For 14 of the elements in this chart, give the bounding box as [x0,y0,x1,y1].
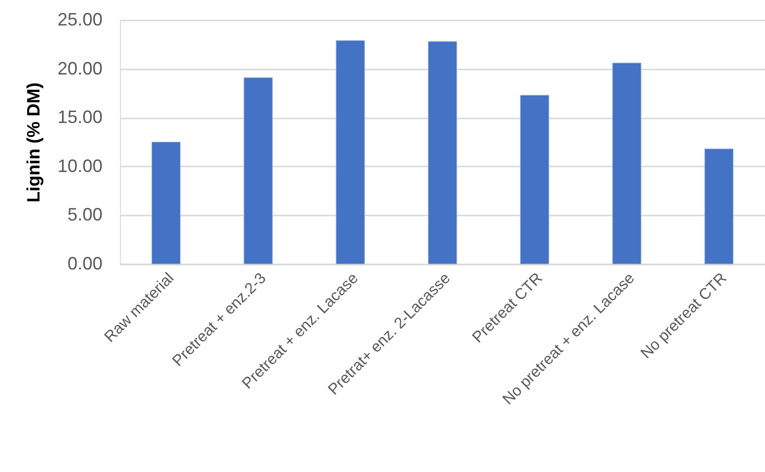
bar [336,40,365,264]
bar [244,77,273,264]
y-tick-label: 0.00 [67,254,102,274]
y-tick-label: 20.00 [57,58,102,78]
bar [704,148,734,264]
y-tick-label: 25.00 [57,10,102,30]
bar [428,41,458,264]
bar [520,94,550,264]
y-axis-title: Lignin (% DM) [23,82,44,202]
y-tick-label: 5.00 [67,204,102,225]
y-tick-label: 10.00 [57,156,102,176]
y-tick-label: 15.00 [57,107,102,128]
bar [612,62,642,264]
bar [151,142,181,264]
